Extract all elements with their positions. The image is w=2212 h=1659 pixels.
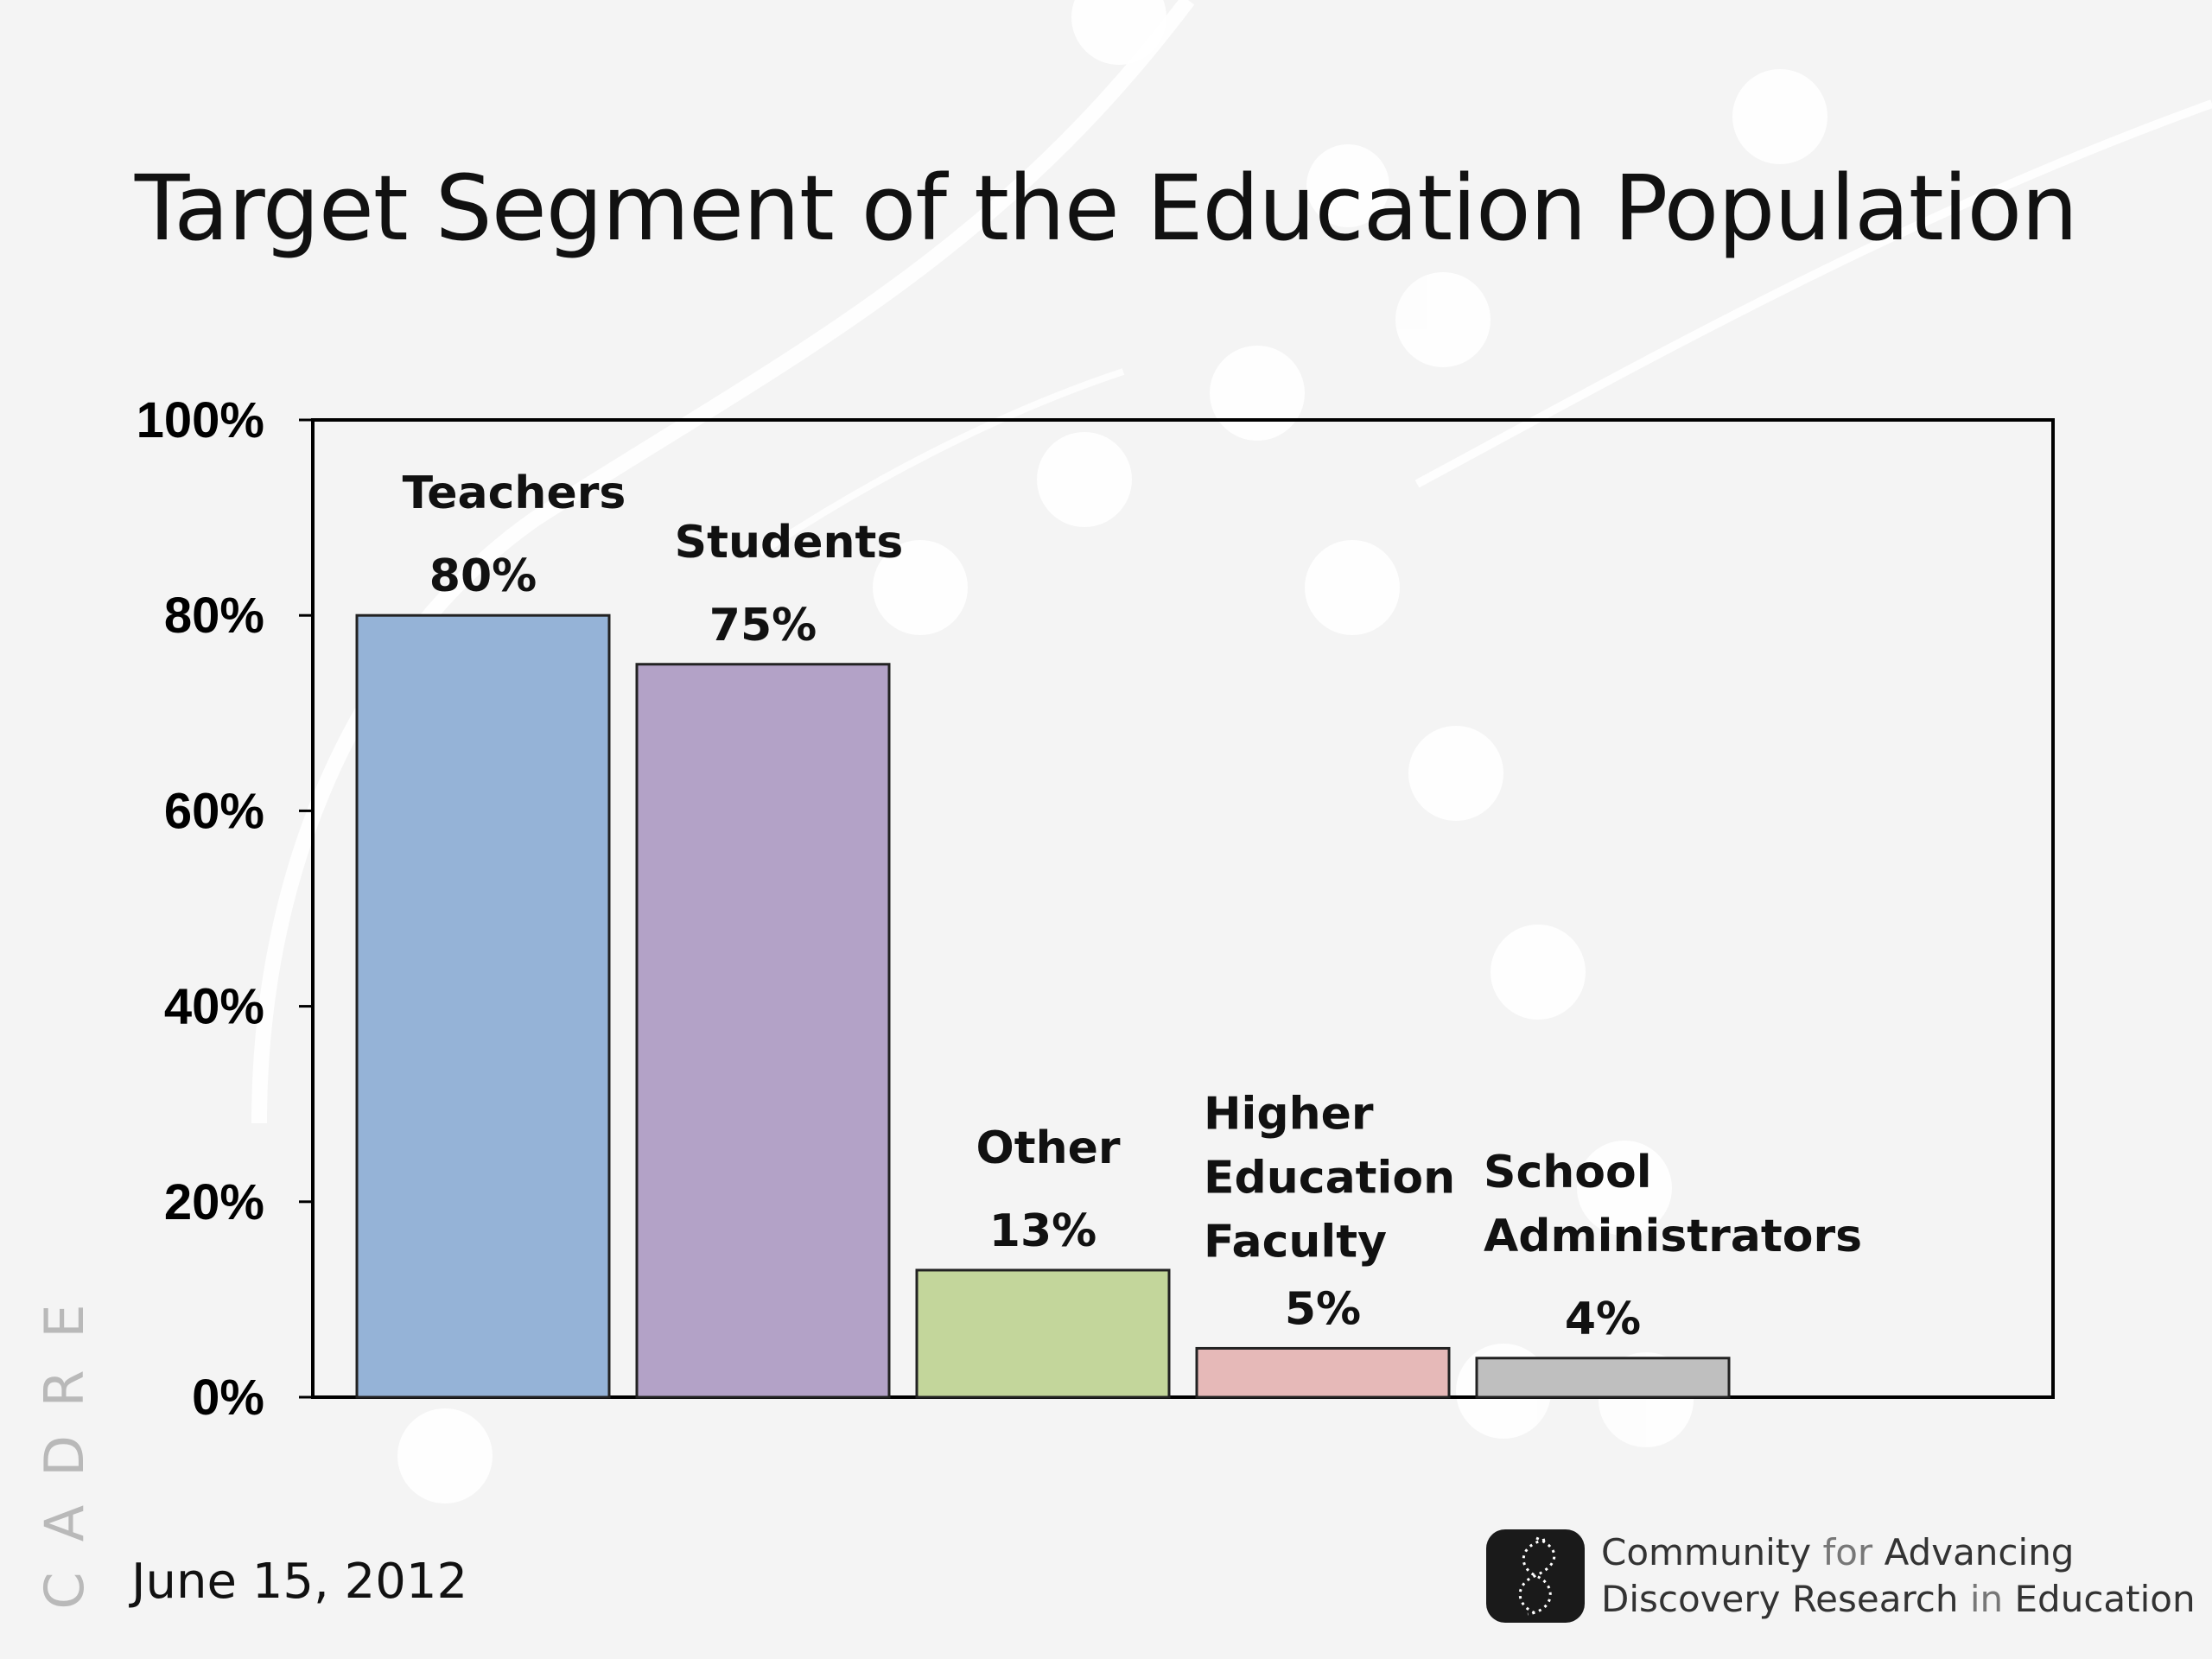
bar xyxy=(635,663,891,1399)
y-tick-label: 100% xyxy=(137,392,264,448)
org-word-community: Community xyxy=(1601,1531,1812,1573)
bar-category-label: Administrators xyxy=(1484,1211,1862,1262)
bar-category-label: Higher xyxy=(1204,1088,1374,1140)
bar-value-label: 13% xyxy=(989,1205,1096,1257)
bar-category-label: Education xyxy=(1204,1152,1455,1204)
organization-line-2: Discovery Research in Education xyxy=(1601,1576,2196,1623)
org-words-discovery-research: Discovery Research xyxy=(1601,1578,1959,1620)
bar-category-label: Students xyxy=(675,517,904,569)
bar-category-label: Teachers xyxy=(403,467,626,519)
y-tick-label: 80% xyxy=(164,588,264,644)
plot-frame xyxy=(311,418,2055,1399)
org-word-advancing: Advancing xyxy=(1884,1531,2075,1573)
bar-value-label: 4% xyxy=(1565,1294,1641,1345)
bar xyxy=(1475,1357,1731,1399)
bar-category-label: School xyxy=(1484,1147,1652,1198)
watermark-letter: E xyxy=(33,1304,96,1338)
bar xyxy=(915,1268,1171,1399)
slide-date: June 15, 2012 xyxy=(131,1554,468,1610)
bar-value-label: 5% xyxy=(1285,1283,1361,1335)
slide-title: Target Segment of the Education Populati… xyxy=(134,156,2078,261)
watermark-letter: R xyxy=(33,1370,96,1408)
y-tick-label: 0% xyxy=(192,1370,264,1426)
y-tick-label: 60% xyxy=(164,783,264,839)
watermark-letter: D xyxy=(33,1435,96,1477)
cadre-logo-icon xyxy=(1486,1529,1585,1623)
y-tick-label: 40% xyxy=(164,979,264,1035)
bar-value-label: 80% xyxy=(429,550,537,602)
organization-name: Community for Advancing Discovery Resear… xyxy=(1601,1529,2196,1623)
bar-value-label: 75% xyxy=(709,600,817,652)
bar-category-label: Faculty xyxy=(1204,1216,1387,1268)
org-word-education: Education xyxy=(2014,1578,2196,1620)
bar xyxy=(1195,1346,1451,1399)
watermark-letter: A xyxy=(33,1504,96,1542)
org-word-for: for xyxy=(1822,1531,1873,1573)
y-tick-label: 20% xyxy=(164,1174,264,1230)
watermark-letter: C xyxy=(33,1572,96,1610)
org-word-in: in xyxy=(1969,1578,2004,1620)
organization-line-1: Community for Advancing xyxy=(1601,1529,2196,1576)
bar-category-label: Other xyxy=(976,1122,1121,1174)
bar xyxy=(355,613,611,1399)
